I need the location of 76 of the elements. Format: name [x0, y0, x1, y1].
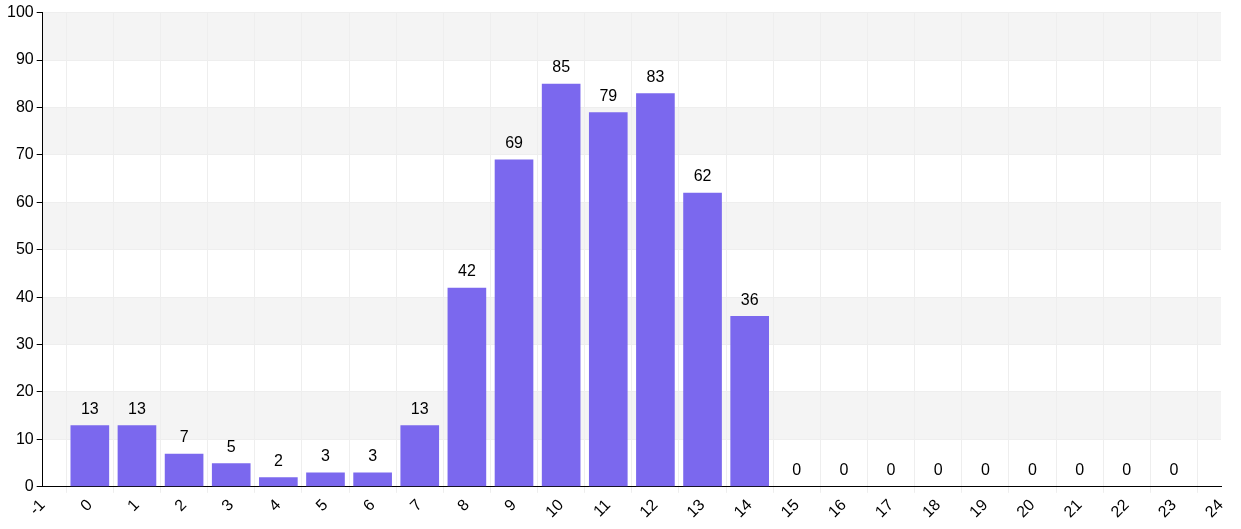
bar: [400, 425, 440, 487]
bar: [259, 477, 298, 487]
x-tick-label: 17: [871, 495, 897, 521]
bar: [541, 83, 581, 487]
bar: [636, 93, 675, 487]
bar: [117, 425, 157, 487]
x-tick-label: 0: [76, 495, 96, 515]
x-tick-label: 23: [1154, 495, 1180, 521]
x-tick-label: 16: [824, 495, 850, 521]
x-tick-label: 22: [1107, 495, 1133, 521]
x-tick-label: 24: [1201, 495, 1227, 521]
x-tick-label: 2: [171, 495, 190, 515]
data-label: 42: [457, 262, 476, 280]
x-tick-label: 1: [123, 495, 143, 515]
bar: [683, 192, 722, 487]
data-label: 2: [273, 451, 283, 469]
x-tick-label: 6: [359, 495, 378, 515]
y-tick-label: 10: [15, 429, 34, 447]
x-tick-label: 8: [453, 495, 473, 515]
x-tick-label: 11: [589, 495, 614, 520]
data-label: 69: [505, 134, 524, 152]
data-label: 62: [693, 167, 712, 185]
bar: [164, 453, 204, 487]
y-tick-label: 70: [15, 145, 34, 163]
bar: [70, 425, 110, 487]
data-label: 36: [740, 290, 759, 308]
data-label: 0: [839, 461, 849, 479]
y-tick-label: 60: [15, 192, 34, 210]
x-tick-label: -1: [25, 495, 48, 518]
y-tick-label: 40: [15, 287, 34, 305]
data-label: 13: [128, 399, 146, 417]
data-label: 83: [646, 67, 665, 85]
bar: [730, 316, 769, 487]
data-label: 0: [1169, 461, 1179, 479]
x-tick-label: 10: [541, 495, 567, 521]
data-label: 0: [792, 461, 802, 479]
data-label: 0: [1028, 461, 1038, 479]
x-tick-label: 19: [965, 495, 991, 521]
y-tick-label: 0: [24, 477, 34, 495]
x-tick-label: 9: [500, 495, 520, 515]
x-tick-label: 21: [1060, 495, 1085, 521]
x-tick-label: 15: [777, 495, 803, 521]
x-tick-label: 12: [636, 495, 661, 521]
data-label: 13: [80, 399, 99, 417]
data-label: 0: [980, 461, 990, 479]
y-tick-label: 50: [15, 240, 34, 258]
x-tick-label: 3: [218, 495, 237, 515]
data-label: 0: [1122, 461, 1132, 479]
bar: [447, 287, 487, 487]
data-label: 13: [410, 399, 429, 417]
x-tick-label: 4: [265, 495, 284, 515]
x-tick-label: 20: [1013, 495, 1038, 521]
x-tick-label: 14: [730, 495, 755, 521]
bar: [353, 472, 392, 487]
x-tick-label: 13: [683, 495, 708, 521]
y-tick-label: 100: [6, 3, 34, 21]
y-tick-label: 90: [15, 50, 34, 68]
bar: [588, 112, 628, 487]
y-tick-label: 20: [15, 382, 34, 400]
data-label: 0: [933, 461, 943, 479]
x-tick-label: 7: [406, 495, 426, 515]
bar: [306, 472, 345, 487]
data-label: 0: [1075, 461, 1085, 479]
data-label: 79: [599, 86, 618, 104]
data-label: 3: [321, 447, 331, 465]
data-label: 85: [552, 58, 571, 76]
x-tick-label: 18: [918, 495, 944, 521]
y-tick-label: 30: [15, 334, 34, 352]
x-tick-label: 5: [312, 495, 331, 515]
y-tick-label: 80: [15, 97, 34, 115]
data-label: 7: [179, 428, 189, 446]
data-label: 3: [368, 447, 378, 465]
data-label: 0: [886, 461, 896, 479]
data-label: 5: [226, 437, 236, 455]
bar: [211, 463, 251, 487]
bar: [494, 159, 534, 487]
